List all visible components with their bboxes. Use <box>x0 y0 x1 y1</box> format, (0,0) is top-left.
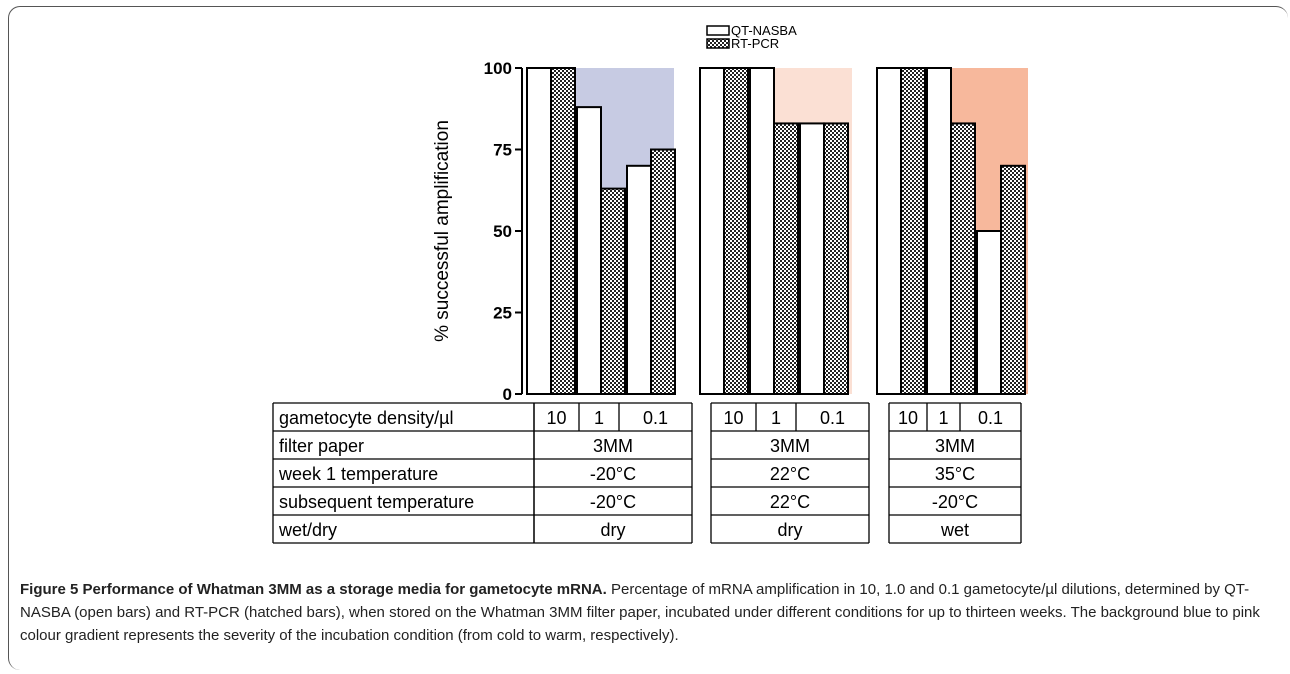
bar-qt-nasba <box>699 67 725 395</box>
condition-value: -20°C <box>932 492 978 512</box>
bar-qt-nasba <box>976 230 1002 395</box>
bar-rt-pcr <box>823 122 849 395</box>
bar-rt-pcr <box>650 148 676 395</box>
condition-value: 35°C <box>935 464 975 484</box>
bar-qt-nasba <box>626 164 652 395</box>
condition-value: dry <box>600 520 625 540</box>
caption-title: Figure 5 Performance of Whatman 3MM as a… <box>20 581 607 598</box>
bar-qt-nasba <box>749 67 775 395</box>
table-row-label: gametocyte density/µl <box>279 408 453 428</box>
legend-label-rt-pcr: RT-PCR <box>731 36 779 51</box>
table-row-label: wet/dry <box>278 520 337 540</box>
bar-qt-nasba <box>876 67 902 395</box>
density-value: 0.1 <box>643 408 668 428</box>
density-value: 10 <box>898 408 918 428</box>
density-value: 1 <box>594 408 604 428</box>
bar-rt-pcr <box>900 67 926 395</box>
bar-rt-pcr <box>723 67 749 395</box>
bar-chart: 0 25 50 75 100 % successful amplification QT-… <box>272 23 1028 544</box>
legend-swatch-rt-pcr <box>706 38 730 49</box>
condition-value: -20°C <box>590 492 636 512</box>
bar-rt-pcr <box>600 187 626 395</box>
condition-value: 3MM <box>770 436 810 456</box>
density-value: 1 <box>771 408 781 428</box>
table-row-label: filter paper <box>279 436 364 456</box>
density-value: 0.1 <box>820 408 845 428</box>
bar-qt-nasba <box>526 67 552 395</box>
table-row-label: week 1 temperature <box>278 464 438 484</box>
y-tick-label: 0 <box>503 385 512 404</box>
table-row-label: subsequent temperature <box>279 492 474 512</box>
legend-label-qt-nasba: QT-NASBA <box>731 23 797 38</box>
y-tick-label: 100 <box>484 59 512 78</box>
y-tick-label: 25 <box>493 304 512 323</box>
figure-caption: Figure 5 Performance of Whatman 3MM as a… <box>20 578 1275 647</box>
bar-qt-nasba <box>576 106 602 396</box>
condition-value: 3MM <box>935 436 975 456</box>
bar-qt-nasba <box>799 122 825 395</box>
bar-rt-pcr <box>550 67 576 395</box>
density-value: 0.1 <box>978 408 1003 428</box>
condition-value: -20°C <box>590 464 636 484</box>
condition-value: 22°C <box>770 464 810 484</box>
density-value: 1 <box>938 408 948 428</box>
y-tick-label: 50 <box>493 222 512 241</box>
condition-value: 3MM <box>593 436 633 456</box>
y-tick-label: 75 <box>493 141 512 160</box>
bar-rt-pcr <box>773 122 799 395</box>
density-value: 10 <box>723 408 743 428</box>
condition-value: dry <box>777 520 802 540</box>
y-axis-label: % successful amplification <box>432 120 453 342</box>
figure-frame <box>8 6 1288 670</box>
bar-qt-nasba <box>926 67 952 395</box>
condition-value: 22°C <box>770 492 810 512</box>
bar-rt-pcr <box>950 122 976 395</box>
legend-swatch-qt-nasba <box>706 25 730 36</box>
bar-rt-pcr <box>1000 164 1026 395</box>
caption-body: Percentage of mRNA amplification in 10, … <box>20 581 1260 644</box>
condition-value: wet <box>940 520 969 540</box>
density-value: 10 <box>546 408 566 428</box>
